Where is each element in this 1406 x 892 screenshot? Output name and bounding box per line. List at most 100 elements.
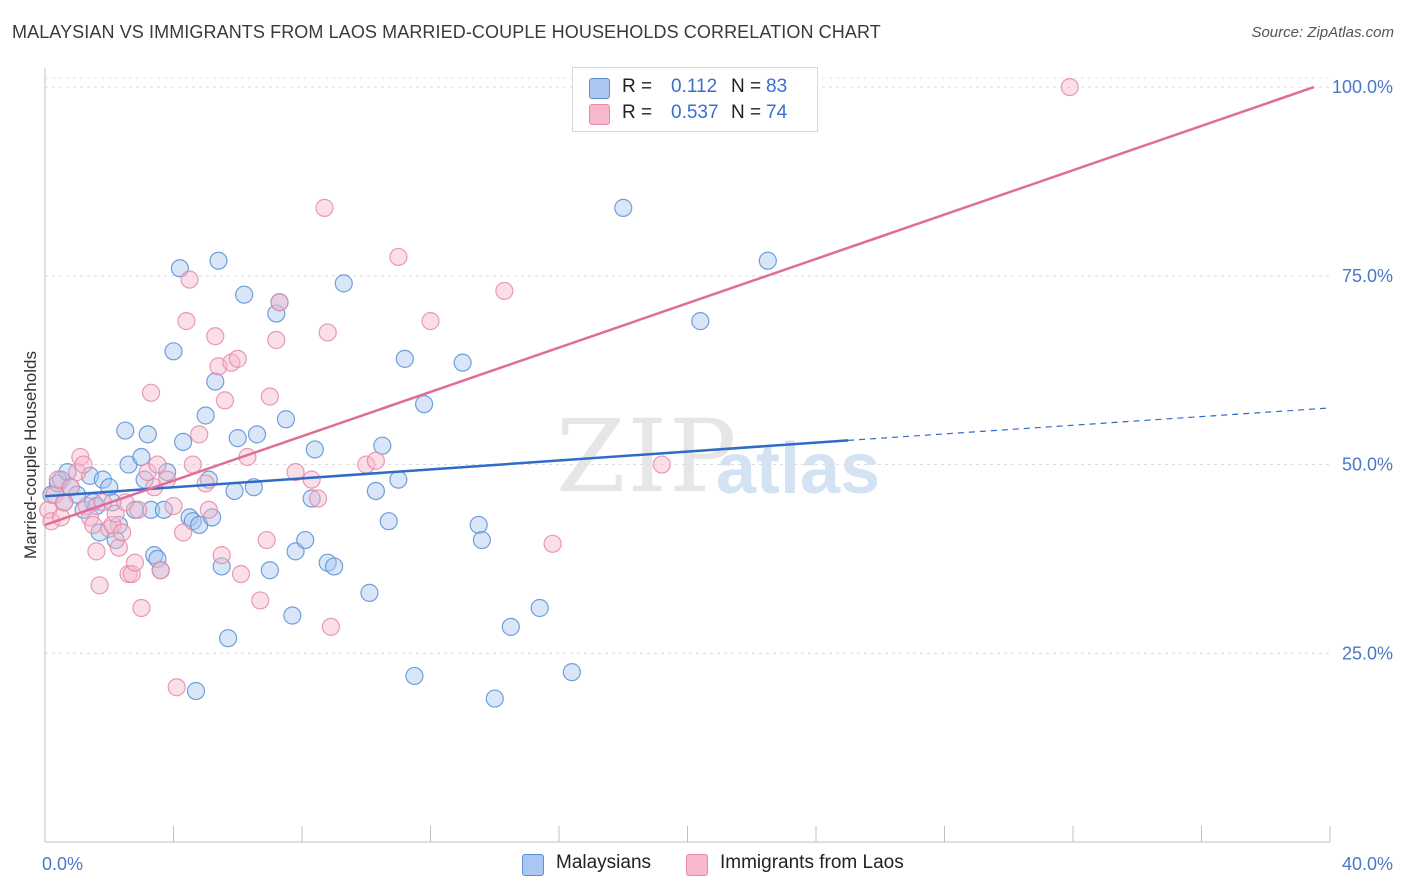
data-point (469, 515, 488, 535)
data-point (129, 500, 148, 519)
data-point (122, 564, 141, 584)
data-point (318, 323, 337, 342)
data-point (206, 372, 225, 391)
data-point (183, 455, 202, 474)
data-point (174, 432, 193, 452)
tick-labels: 25.0% 50.0% 75.0% 100.0% 0.0% 40.0% (42, 77, 1393, 874)
trend-line-laos (44, 85, 1315, 527)
data-point (228, 429, 247, 448)
data-point (296, 530, 315, 550)
data-point (501, 617, 520, 636)
data-point (286, 462, 305, 482)
data-point (302, 489, 321, 508)
legend-r-label: R = (622, 76, 653, 97)
bottom-legend-swatch-blue (522, 854, 544, 876)
data-point (87, 542, 106, 561)
data-point (270, 293, 289, 312)
data-point (235, 285, 254, 304)
data-point (1060, 77, 1079, 97)
data-point (360, 583, 379, 602)
data-point (174, 523, 193, 542)
data-point (116, 421, 135, 440)
data-point (325, 557, 344, 576)
data-point (212, 546, 231, 565)
data-point (132, 447, 151, 467)
data-point (219, 629, 238, 648)
data-point (190, 425, 209, 444)
data-point (125, 553, 145, 572)
data-point (260, 387, 279, 406)
data-point (276, 410, 296, 429)
source-label: Source: ZipAtlas.com (1251, 24, 1394, 41)
data-point (251, 591, 270, 610)
x-tick-label: 0.0% (42, 854, 83, 874)
data-point (758, 251, 777, 270)
data-point (562, 663, 581, 682)
data-point (209, 251, 228, 270)
legend-n-value: 83 (766, 76, 788, 97)
data-point (395, 349, 414, 368)
data-point (366, 451, 385, 470)
data-point (141, 500, 161, 519)
data-point (206, 327, 225, 346)
series-immigrants-from-laos (39, 77, 1079, 697)
y-tick-label: 100.0% (1332, 77, 1393, 97)
data-point (93, 470, 112, 489)
y-tick-label: 25.0% (1342, 643, 1393, 663)
legend-n-label: N = (731, 102, 762, 123)
data-point (308, 489, 328, 508)
data-point (267, 330, 286, 350)
data-point (472, 530, 491, 550)
data-point (453, 353, 472, 372)
data-point (141, 383, 161, 402)
data-point (405, 666, 424, 686)
bottom-legend-label: Malaysians (556, 852, 652, 873)
legend-swatch-pink (589, 104, 610, 125)
data-point (652, 455, 671, 474)
watermark-atlas: atlas (716, 429, 881, 509)
data-point (260, 561, 279, 580)
data-point (373, 436, 392, 455)
data-point (84, 515, 103, 535)
data-point (138, 462, 157, 482)
data-point (177, 312, 196, 331)
x-tick-label: 40.0% (1342, 854, 1393, 874)
trend-line-malaysians (44, 439, 849, 498)
data-point (379, 512, 398, 531)
data-point (228, 349, 247, 368)
data-point (543, 534, 562, 553)
legend-r-value: 0.112 (671, 76, 718, 97)
correlation-legend: R = 0.112 N = 83 R = 0.537 N = 74 (572, 67, 818, 132)
chart-title: MALAYSIAN VS IMMIGRANTS FROM LAOS MARRIE… (12, 22, 881, 42)
data-point (267, 304, 286, 323)
data-point (138, 425, 157, 444)
legend-r-label: R = (622, 102, 653, 123)
data-point (151, 561, 170, 580)
data-point (225, 481, 244, 501)
data-point (302, 470, 321, 489)
data-point (132, 598, 151, 618)
data-point (366, 481, 385, 501)
data-point (148, 455, 167, 474)
data-point (199, 500, 218, 519)
data-point (530, 598, 549, 618)
y-tick-label: 50.0% (1342, 455, 1393, 475)
trend-lines (44, 85, 1331, 527)
data-point (495, 281, 514, 301)
data-point (196, 406, 215, 425)
data-point (164, 342, 183, 361)
data-point (231, 564, 251, 584)
y-tick-label: 75.0% (1342, 266, 1393, 286)
data-point (68, 462, 87, 482)
data-point (109, 538, 128, 557)
data-point (315, 198, 334, 217)
data-point (257, 530, 276, 550)
data-point (103, 515, 122, 535)
data-point (157, 462, 177, 482)
legend-n-value: 74 (766, 102, 788, 123)
data-point (321, 617, 341, 636)
data-point (74, 455, 93, 474)
data-point (90, 576, 109, 595)
data-point (180, 270, 199, 289)
